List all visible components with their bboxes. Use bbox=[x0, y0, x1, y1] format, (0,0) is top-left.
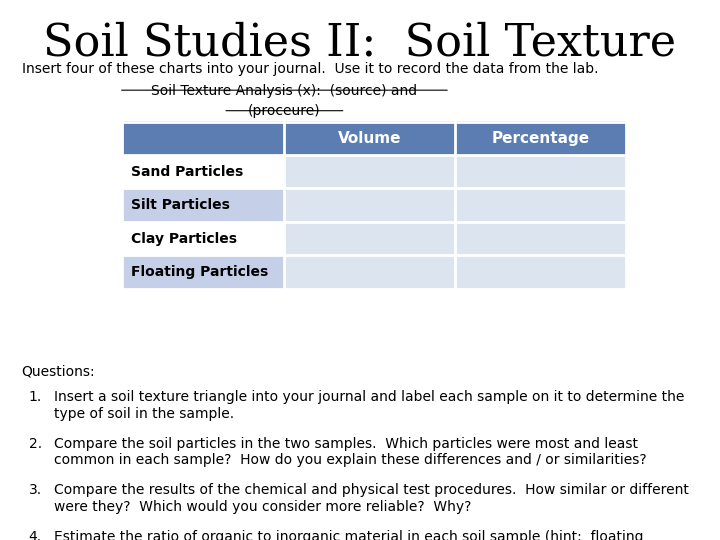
Text: Volume: Volume bbox=[338, 131, 401, 146]
Text: Estimate the ratio of organic to inorganic material in each soil sample (hint:  : Estimate the ratio of organic to inorgan… bbox=[54, 530, 683, 540]
Bar bbox=[455, 255, 626, 289]
Text: Insert a soil texture triangle into your journal and label each sample on it to : Insert a soil texture triangle into your… bbox=[54, 390, 685, 421]
Bar bbox=[455, 155, 626, 188]
Text: Compare the results of the chemical and physical test procedures.  How similar o: Compare the results of the chemical and … bbox=[54, 483, 689, 514]
Bar bbox=[455, 222, 626, 255]
Bar bbox=[284, 222, 455, 255]
Text: 3.: 3. bbox=[29, 483, 42, 497]
Bar bbox=[455, 188, 626, 222]
Text: Floating Particles: Floating Particles bbox=[131, 265, 269, 279]
Bar bbox=[284, 155, 455, 188]
Text: Percentage: Percentage bbox=[492, 131, 590, 146]
Text: Sand Particles: Sand Particles bbox=[131, 165, 243, 179]
Bar bbox=[284, 255, 455, 289]
Bar bbox=[284, 188, 455, 222]
Text: (proceure): (proceure) bbox=[248, 104, 320, 118]
Bar bbox=[122, 188, 284, 222]
Text: 1.: 1. bbox=[29, 390, 42, 404]
Bar bbox=[122, 155, 284, 188]
Text: 2.: 2. bbox=[29, 437, 42, 451]
Text: Compare the soil particles in the two samples.  Which particles were most and le: Compare the soil particles in the two sa… bbox=[54, 437, 647, 467]
Text: Soil Studies II:  Soil Texture: Soil Studies II: Soil Texture bbox=[43, 22, 677, 65]
Text: 4.: 4. bbox=[29, 530, 42, 540]
Text: Silt Particles: Silt Particles bbox=[131, 198, 230, 212]
Bar bbox=[122, 222, 284, 255]
Text: Soil Texture Analysis (x):  (source) and: Soil Texture Analysis (x): (source) and bbox=[151, 84, 418, 98]
Text: Questions:: Questions: bbox=[22, 364, 95, 379]
Text: Insert four of these charts into your journal.  Use it to record the data from t: Insert four of these charts into your jo… bbox=[22, 62, 598, 76]
Bar bbox=[122, 255, 284, 289]
Text: Clay Particles: Clay Particles bbox=[131, 232, 237, 246]
Bar bbox=[122, 122, 626, 155]
